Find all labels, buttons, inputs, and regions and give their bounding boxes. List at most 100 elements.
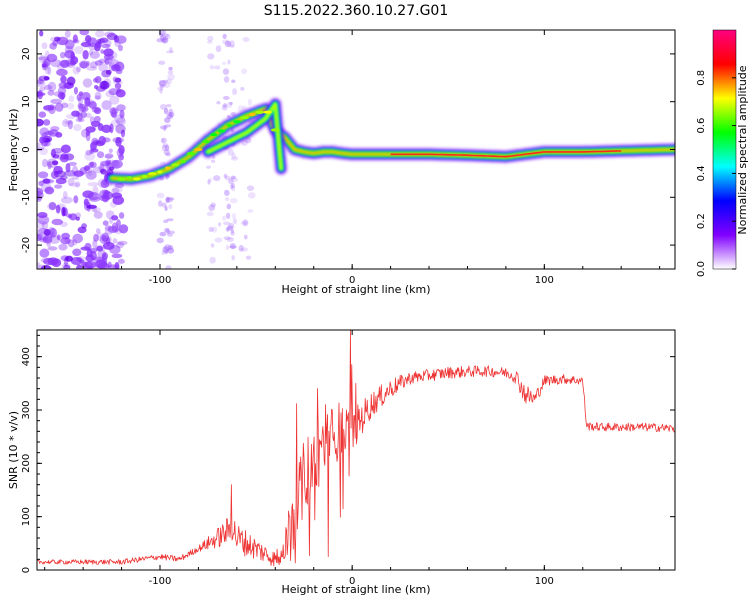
heatmap-cell	[80, 111, 88, 119]
heatmap-cell	[217, 129, 226, 133]
heatmap-cell	[115, 89, 126, 98]
heatmap-cell	[51, 160, 59, 166]
heatmap-cell	[43, 84, 53, 90]
heatmap-cell	[64, 50, 75, 59]
heatmap-cell	[108, 148, 113, 154]
heatmap-cell	[109, 95, 120, 105]
heatmap-cell	[232, 218, 237, 225]
heatmap-cell	[247, 209, 254, 213]
heatmap-cell	[37, 91, 42, 97]
heatmap-cell	[44, 186, 55, 195]
heatmap-cell	[107, 264, 120, 269]
heatmap-cell	[43, 58, 51, 67]
heatmap-cell	[49, 42, 57, 50]
heatmap-cell	[67, 239, 75, 248]
heatmap-cell	[231, 152, 237, 160]
heatmap-cell	[158, 79, 163, 85]
heatmap-cell	[61, 232, 70, 240]
heatmap-cell	[80, 128, 90, 138]
heatmap-cell	[86, 265, 93, 269]
heatmap-cell	[163, 149, 170, 156]
heatmap-cell	[65, 255, 74, 262]
heatmap-cell	[101, 43, 111, 49]
heatmap-cell	[75, 117, 85, 123]
heatmap-cell	[238, 245, 244, 252]
heatmap-cell	[165, 144, 170, 152]
heatmap-cell	[171, 163, 180, 167]
heatmap-cell	[50, 126, 60, 132]
heatmap-cell	[165, 197, 174, 203]
snr-x-label: Height of straight line (km)	[281, 583, 430, 596]
heatmap-cell	[37, 220, 45, 230]
heatmap-cell	[97, 262, 110, 269]
heatmap-cell	[72, 34, 78, 43]
heatmap-cell	[225, 212, 231, 219]
heatmap-cell	[43, 257, 55, 266]
heatmap-cell	[223, 96, 230, 100]
heatmap-cell	[38, 237, 49, 243]
heatmap-cell	[211, 226, 218, 233]
x-tick-label: 100	[535, 576, 554, 587]
heatmap-cell	[72, 66, 81, 75]
heatmap-cell	[240, 247, 248, 252]
heatmap-cell	[231, 213, 237, 220]
heatmap-cell	[51, 147, 64, 154]
heatmap-cell	[44, 130, 54, 136]
heatmap-cell	[230, 231, 235, 236]
heatmap-cell	[112, 76, 118, 83]
heatmap-cell	[226, 123, 232, 127]
heatmap-cell	[60, 196, 73, 204]
heatmap-cell	[169, 46, 173, 53]
heatmap-cell	[227, 59, 231, 65]
heatmap-cell	[38, 54, 46, 63]
heatmap-cell	[61, 262, 71, 269]
colorbar: 0.0 0.2 0.4 0.6 0.8 Normalized spectral ampl…	[696, 29, 749, 277]
heatmap-cell	[73, 195, 79, 204]
heatmap-cell	[111, 253, 123, 259]
heatmap-cell	[49, 227, 57, 238]
heatmap-cell	[81, 106, 89, 112]
heatmap-cell	[159, 83, 165, 89]
heatmap-cell	[223, 173, 228, 179]
heatmap-cell	[223, 76, 230, 83]
heatmap-cell	[245, 255, 252, 260]
heatmap-cell	[40, 265, 52, 269]
heatmap-cell	[117, 177, 126, 181]
heatmap-cell	[75, 216, 80, 221]
heatmap-cell	[230, 156, 239, 161]
heatmap-cell	[37, 171, 49, 179]
heatmap-cell	[161, 33, 169, 38]
heatmap-cell	[109, 107, 119, 115]
heatmap-cell	[66, 102, 75, 110]
heatmap-cell	[126, 176, 132, 180]
heatmap-cell	[231, 255, 236, 261]
heatmap-cell	[165, 152, 171, 157]
spectrogram-x-ticks: -100 0 100	[44, 30, 661, 286]
heatmap-cell	[115, 35, 127, 44]
heatmap-cell	[231, 182, 236, 189]
heatmap-cell	[81, 223, 87, 229]
heatmap-cell	[167, 111, 175, 118]
heatmap-cell	[101, 124, 112, 134]
heatmap-cell	[37, 215, 50, 225]
heatmap-cell	[105, 210, 115, 220]
heatmap-cell	[87, 171, 93, 177]
heatmap-cell	[41, 131, 48, 141]
heatmap-cell	[263, 110, 272, 114]
heatmap-cell	[194, 147, 203, 152]
heatmap-cell	[87, 182, 99, 187]
heatmap-cell	[85, 131, 91, 142]
colorbar-gradient	[712, 29, 737, 270]
heatmap-cell	[64, 236, 70, 245]
heatmap-cell	[229, 101, 233, 105]
heatmap-cell	[230, 229, 235, 233]
heatmap-cell	[222, 33, 227, 39]
heatmap-cell	[229, 242, 236, 250]
heatmap-cell	[41, 158, 48, 168]
heatmap-cell	[75, 212, 82, 219]
heatmap-cell	[160, 137, 167, 144]
heatmap-cell	[118, 153, 125, 161]
heatmap-cell	[91, 106, 100, 113]
heatmap-cell	[225, 244, 230, 251]
heatmap-cell	[225, 227, 230, 232]
